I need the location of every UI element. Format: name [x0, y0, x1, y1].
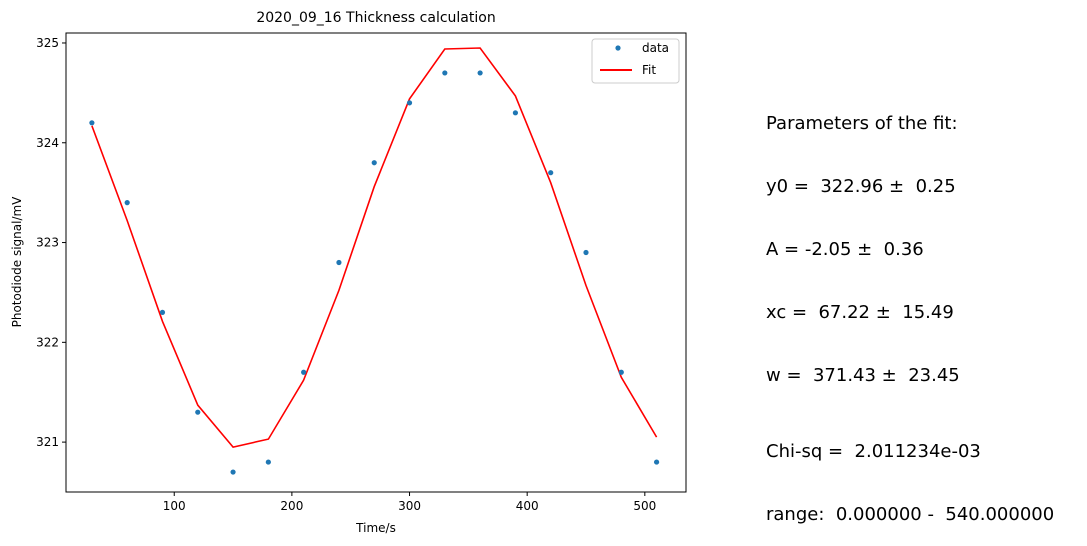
- x-axis-label: Time/s: [355, 521, 396, 535]
- param-xc: xc = 67.22 ± 15.49: [766, 302, 954, 323]
- y-tick-label: 323: [36, 236, 59, 250]
- x-axis: 100 200 300 400 500: [163, 492, 656, 513]
- y-tick-label: 325: [36, 36, 59, 50]
- data-point: [336, 259, 342, 266]
- series-layer: [89, 47, 660, 475]
- x-tick-label: 300: [398, 499, 421, 513]
- legend-fit-label: Fit: [642, 63, 656, 77]
- plot-area: [65, 32, 687, 493]
- data-point: [618, 369, 624, 375]
- data-point: [265, 459, 271, 465]
- legend: data Fit: [591, 38, 680, 84]
- data-point: [195, 409, 201, 415]
- data-point: [371, 160, 377, 166]
- legend-data-marker: [615, 45, 621, 51]
- data-point: [548, 170, 554, 176]
- x-tick-label: 200: [280, 499, 303, 513]
- data-point: [583, 249, 589, 256]
- fit-parameters-heading: Parameters of the fit:: [766, 113, 958, 134]
- fit-line: [91, 47, 658, 448]
- param-y0: y0 = 322.96 ± 0.25: [766, 176, 956, 197]
- fit-range-readout: range: 0.000000 - 540.000000: [766, 504, 1055, 525]
- data-point: [512, 110, 519, 116]
- data-point: [442, 70, 448, 76]
- param-w: w = 371.43 ± 23.45: [766, 365, 960, 386]
- legend-box: [591, 38, 680, 84]
- param-a: A = -2.05 ± 0.36: [766, 239, 924, 260]
- legend-data-label: data: [642, 41, 669, 55]
- chart-title: 2020_09_16 Thickness calculation: [256, 10, 495, 26]
- data-point: [406, 100, 413, 106]
- x-tick-label: 100: [163, 499, 186, 513]
- y-tick-label: 324: [36, 136, 59, 150]
- y-tick-label: 321: [36, 435, 59, 449]
- y-axis: 321 322 323 324 325: [36, 36, 66, 449]
- data-point: [230, 469, 236, 475]
- x-tick-label: 400: [516, 499, 539, 513]
- data-point: [301, 369, 307, 375]
- data-point: [159, 309, 166, 315]
- data-point: [477, 70, 483, 76]
- chi-square-readout: Chi-sq = 2.011234e-03: [766, 441, 981, 462]
- chart: 2020_09_16 Thickness calculation 100 200 3…: [10, 10, 687, 535]
- y-axis-label: Photodiode signal/mV: [10, 196, 24, 328]
- data-point: [124, 200, 130, 206]
- fit-parameters-panel: Parameters of the fit: y0 = 322.96 ± 0.2…: [766, 71, 960, 407]
- y-tick-label: 322: [36, 335, 59, 349]
- data-point: [89, 120, 95, 126]
- fit-stats-panel: Chi-sq = 2.011234e-03 range: 0.000000 - …: [766, 399, 1054, 546]
- data-point: [653, 459, 660, 465]
- x-tick-label: 500: [633, 499, 656, 513]
